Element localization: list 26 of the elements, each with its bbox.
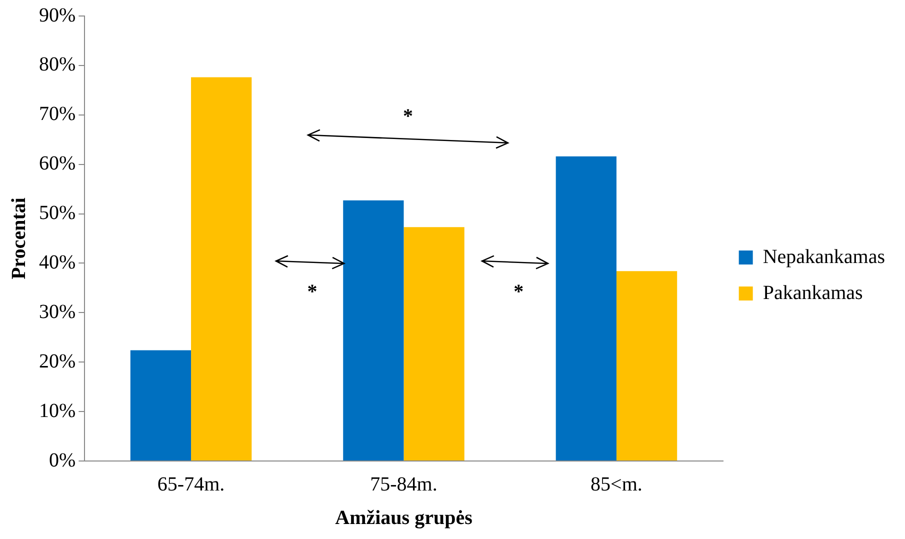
bar xyxy=(404,227,464,460)
annotation: * xyxy=(307,281,318,304)
y-tick-label: 30% xyxy=(38,300,76,323)
legend-label: Nepakankamas xyxy=(762,246,886,268)
y-tick-label: 20% xyxy=(38,350,76,372)
legend-label: Pakankamas xyxy=(762,282,864,304)
x-axis-title: Amžiaus grupės xyxy=(335,507,473,530)
y-tick-label: 80% xyxy=(38,54,76,76)
bar xyxy=(556,156,616,460)
y-tick-label: 40% xyxy=(38,251,76,274)
x-tick-label: 75-84m. xyxy=(370,473,438,496)
y-tick-label: 0% xyxy=(48,449,76,472)
annotation: * xyxy=(403,106,413,128)
y-tick-label: 70% xyxy=(38,103,76,126)
bar xyxy=(191,77,252,460)
annotation: * xyxy=(514,281,524,304)
y-tick-label: 10% xyxy=(38,400,76,422)
y-tick-label: 60% xyxy=(38,152,76,175)
x-tick-label: 85<m. xyxy=(590,473,642,496)
x-tick-label: 65-74m. xyxy=(157,473,225,496)
bar xyxy=(130,350,192,460)
y-tick-label: 90% xyxy=(38,4,76,26)
bar xyxy=(616,271,678,460)
y-tick-label: 50% xyxy=(38,202,76,224)
y-axis-title: Procentai xyxy=(8,197,30,280)
bar xyxy=(343,200,404,460)
